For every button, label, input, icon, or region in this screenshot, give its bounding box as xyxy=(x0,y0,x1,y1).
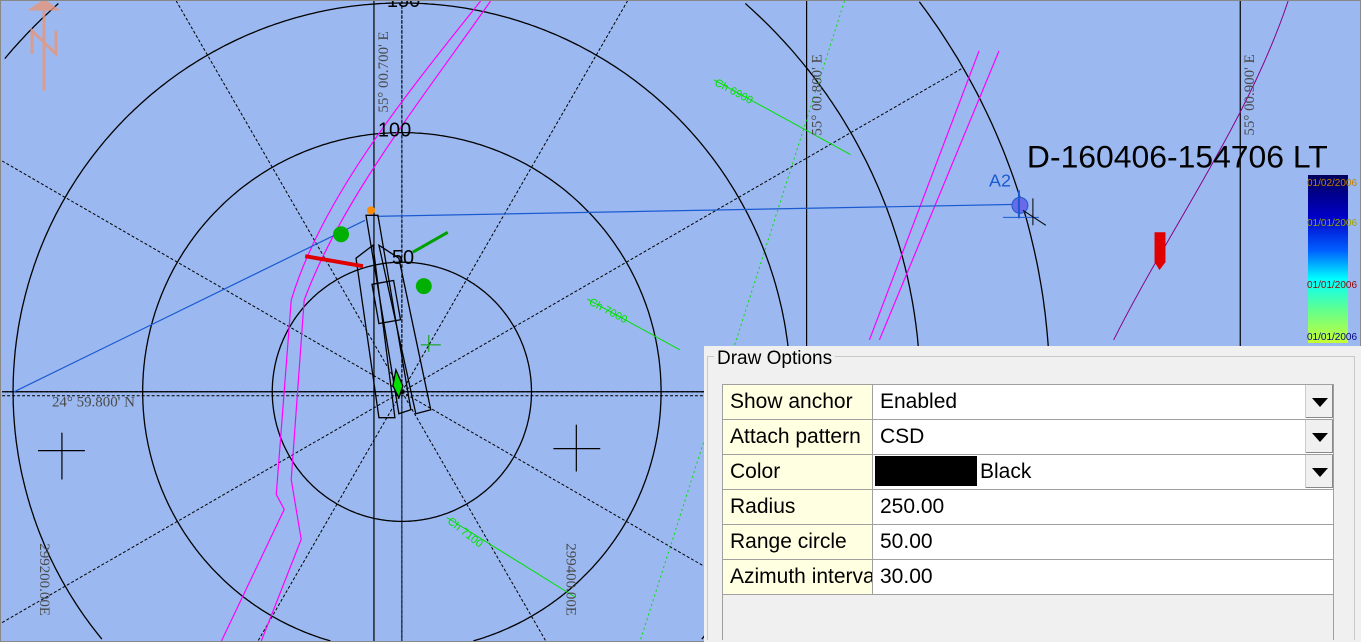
property-row-azimuth-interval[interactable]: Azimuth interval 30.00 xyxy=(723,560,1333,595)
dropdown-arrow-icon[interactable] xyxy=(1305,385,1333,418)
range-circle-input[interactable]: 50.00 xyxy=(873,525,1333,559)
azimuth-line xyxy=(401,391,547,641)
anchor-label: A2 xyxy=(989,170,1011,190)
range-label: 100 xyxy=(378,120,411,142)
colorbar-label: 01/02/2006 xyxy=(1307,178,1358,189)
chainage-lines xyxy=(446,1,851,641)
anchor-id-label: D-160406-154706 LT xyxy=(1027,138,1328,174)
property-label: Attach pattern xyxy=(723,420,873,454)
route-line-right xyxy=(1113,1,1289,341)
property-row-range-circle[interactable]: Range circle 50.00 xyxy=(723,525,1333,560)
easting-label: 299200.00E xyxy=(36,543,52,616)
position-marker xyxy=(333,226,350,243)
latitude-label: 24° 59.800' N xyxy=(52,395,135,411)
longitude-label: 55° 00.900' E xyxy=(1242,54,1258,135)
route-lines xyxy=(220,1,1000,641)
property-row-radius[interactable]: Radius 250.00 xyxy=(723,490,1333,525)
azimuth-line xyxy=(401,67,964,393)
range-circle xyxy=(142,131,662,641)
swing-indicator-starboard xyxy=(412,230,449,254)
spud-marker xyxy=(366,206,375,215)
position-marker xyxy=(415,278,432,295)
radius-input[interactable]: 250.00 xyxy=(873,490,1333,524)
longitude-label: 55° 00.800' E xyxy=(810,54,826,135)
property-label: Color xyxy=(723,455,873,489)
show-anchor-select[interactable]: Enabled xyxy=(873,385,1333,419)
swing-indicator-port xyxy=(304,254,364,269)
dropdown-arrow-icon[interactable] xyxy=(1305,455,1333,488)
color-swatch xyxy=(875,455,977,486)
panel-title: Draw Options xyxy=(714,348,836,370)
property-label: Show anchor xyxy=(723,385,873,419)
property-value: Enabled xyxy=(880,390,958,413)
property-label: Radius xyxy=(723,490,873,524)
azimuth-line xyxy=(401,1,628,393)
range-label: 50 xyxy=(392,247,414,269)
azimuth-line xyxy=(175,1,403,393)
colorbar-label: 01/01/2006 xyxy=(1307,332,1358,343)
draw-options-group xyxy=(707,356,1355,640)
azimuth-line xyxy=(1,160,403,393)
easting-label: 299400.00E xyxy=(562,543,578,616)
attach-pattern-select[interactable]: CSD xyxy=(873,420,1333,454)
colorbar-label: 01/01/2006 xyxy=(1307,280,1358,291)
azimuth-line xyxy=(1,391,403,624)
dropdown-arrow-icon[interactable] xyxy=(1305,420,1333,453)
anchor-lines xyxy=(13,203,1019,393)
north-arrow-icon xyxy=(27,1,61,91)
target-marker[interactable] xyxy=(1154,232,1166,271)
colorbar-label: 01/01/2006 xyxy=(1307,218,1358,229)
range-label: 150 xyxy=(387,0,420,12)
chainage-label: Ch 7100 xyxy=(445,515,485,550)
draw-options-panel: Draw Options Show anchor Enabled Attach p… xyxy=(704,346,1361,642)
property-value: CSD xyxy=(880,425,925,448)
property-row-show-anchor[interactable]: Show anchor Enabled xyxy=(723,385,1333,420)
property-row-attach-pattern[interactable]: Attach pattern CSD xyxy=(723,420,1333,455)
property-label: Range circle xyxy=(723,525,873,559)
anchor-icon[interactable] xyxy=(1002,190,1047,226)
chainage-label: Ch 7000 xyxy=(587,296,629,326)
dredger-vessel[interactable] xyxy=(355,214,432,419)
property-label: Azimuth interval xyxy=(723,560,873,594)
longitude-label: 55° 00.700' E xyxy=(376,31,392,112)
color-select[interactable]: Black xyxy=(873,455,1333,489)
time-colorbar xyxy=(1308,175,1348,343)
azimuth-line xyxy=(257,391,403,641)
azimuth-interval-input[interactable]: 30.00 xyxy=(873,560,1333,594)
property-grid: Show anchor Enabled Attach pattern CSD Col… xyxy=(722,384,1334,640)
property-value: Black xyxy=(980,460,1032,483)
property-row-color[interactable]: Color Black xyxy=(723,455,1333,490)
chainage-label: Ch 6900 xyxy=(712,77,754,107)
crosshair-icon xyxy=(420,334,441,352)
